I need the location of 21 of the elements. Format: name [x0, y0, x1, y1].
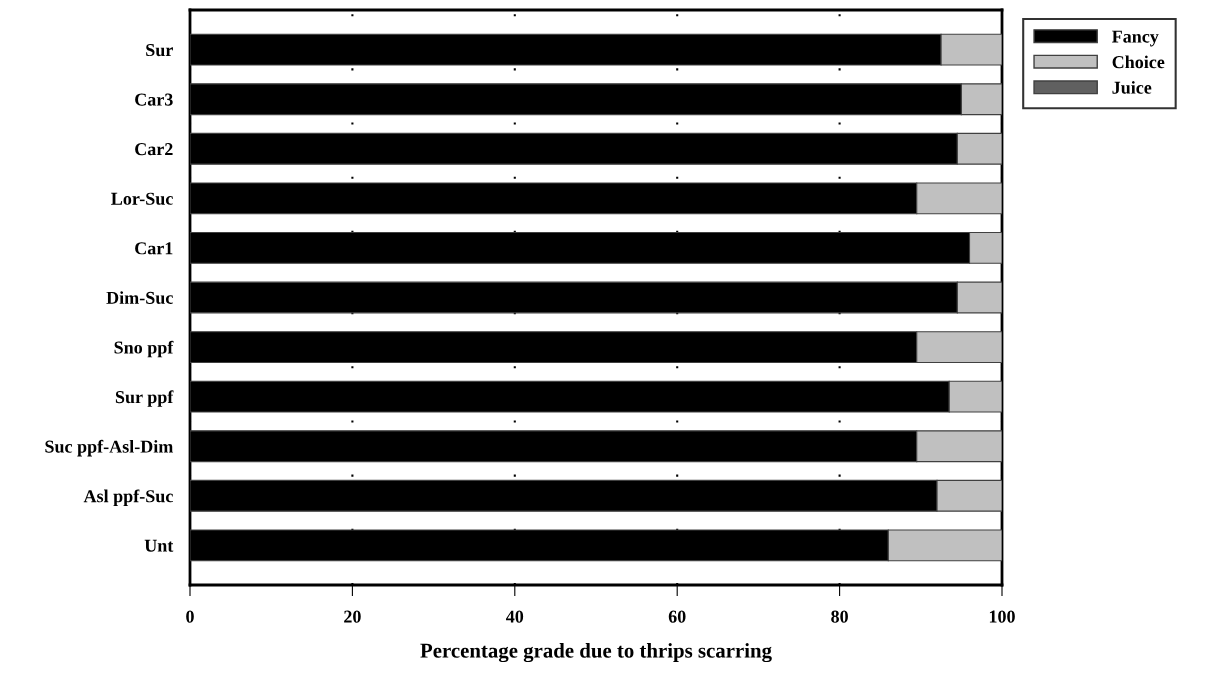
y-tick-label: Sno ppf — [114, 340, 174, 358]
x-tick-label: 0 — [186, 610, 194, 623]
y-tick-label: Car2 — [135, 143, 173, 156]
x-tick-label: 20 — [344, 610, 361, 623]
y-tick-label: Lor-Suc — [111, 192, 173, 205]
x-tick-label: 80 — [831, 610, 848, 623]
x-tick-label: 100 — [989, 610, 1015, 623]
y-tick-label: Unt — [144, 539, 174, 552]
legend-label: Juice — [1112, 81, 1152, 94]
x-tick-label: 40 — [506, 610, 524, 623]
x-tick-label: 60 — [668, 610, 686, 623]
x-axis-title: Percentage grade due to thrips scarring — [420, 643, 772, 663]
y-tick-label: Sur — [146, 43, 173, 57]
legend-label: Choice — [1112, 55, 1165, 69]
y-tick-label: Car1 — [135, 242, 173, 255]
y-tick-label: Sur ppf — [115, 390, 174, 407]
y-tick-label: Suc ppf-Asl-Dim — [45, 439, 174, 457]
y-tick-label: Asl ppf-Suc — [83, 489, 173, 506]
legend-label: Fancy — [1111, 30, 1159, 47]
y-tick-label: Dim-Suc — [106, 291, 173, 304]
y-tick-label: Car3 — [135, 93, 173, 106]
